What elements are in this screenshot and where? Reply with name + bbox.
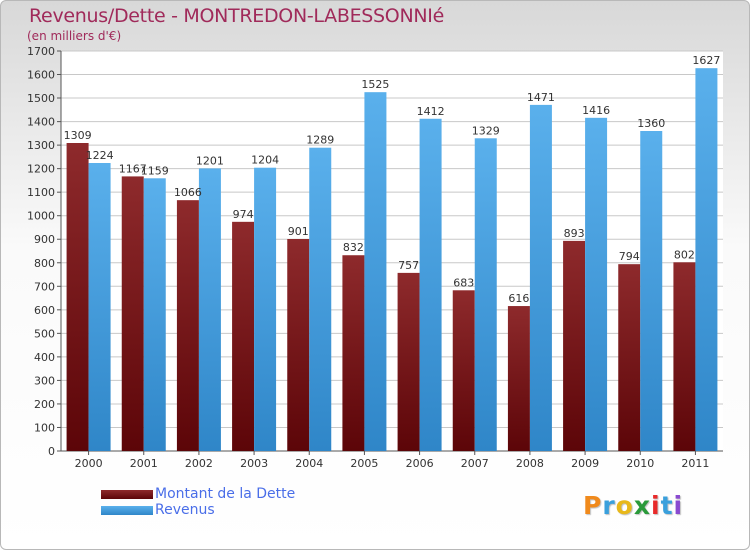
- x-tick-label-2007: 2007: [461, 457, 489, 470]
- chart-subtitle: (en milliers d'€): [27, 29, 122, 43]
- y-tick-label-15: 1500: [27, 92, 55, 105]
- plot-area: [61, 51, 723, 451]
- legend-swatch-dette: [101, 490, 153, 499]
- bars: [66, 68, 718, 452]
- y-tick-label-9: 900: [34, 233, 55, 246]
- bar-dette-2002: [176, 200, 199, 451]
- bar-revenus-2000: [88, 163, 111, 451]
- proxiti-logo: Proxiti: [583, 491, 683, 520]
- label-revenus-2010: 1360: [637, 117, 665, 130]
- x-tick-label-2010: 2010: [626, 457, 654, 470]
- logo-letter-6: i: [673, 491, 684, 520]
- legend-label-revenus: Revenus: [155, 502, 215, 518]
- label-dette-2007: 683: [453, 276, 474, 289]
- label-dette-2002: 1066: [174, 186, 202, 199]
- label-revenus-2001: 1159: [141, 164, 169, 177]
- bar-revenus-2002: [198, 168, 221, 452]
- y-tick-label-16: 1600: [27, 69, 55, 82]
- bar-dette-2011: [673, 262, 696, 451]
- logo-letter-3: x: [633, 491, 651, 520]
- x-tick-label-2005: 2005: [350, 457, 378, 470]
- label-dette-2006: 757: [398, 259, 419, 272]
- y-tick-label-7: 700: [34, 280, 55, 293]
- y-tick-label-3: 300: [34, 374, 55, 387]
- y-tick-label-12: 1200: [27, 163, 55, 176]
- x-tick-label-2000: 2000: [75, 457, 103, 470]
- label-revenus-2008: 1471: [527, 91, 555, 104]
- bar-revenus-2011: [695, 68, 718, 452]
- x-tick-label-2001: 2001: [130, 457, 158, 470]
- axes: 0 100 200 300 400 500 600 700 800 900 1000 1100 1200…: [27, 45, 723, 470]
- x-tick-label-2004: 2004: [295, 457, 323, 470]
- bar-dette-2010: [618, 264, 641, 451]
- y-tick-label-1: 100: [34, 421, 55, 434]
- bar-dette-2000: [66, 143, 89, 451]
- label-revenus-2006: 1412: [417, 105, 445, 118]
- bar-dette-2004: [287, 239, 310, 451]
- bar-revenus-2006: [419, 118, 442, 451]
- logo-letter-4: i: [651, 491, 661, 520]
- chart-title: Revenus/Dette - MONTREDON-LABESSONNIé: [29, 5, 444, 27]
- logo-letter-0: P: [583, 491, 603, 520]
- bar-revenus-2010: [640, 131, 663, 451]
- x-tick-label-2008: 2008: [516, 457, 544, 470]
- label-revenus-2011: 1627: [692, 54, 720, 67]
- label-revenus-2004: 1289: [306, 134, 334, 147]
- bar-dette-2005: [342, 255, 365, 451]
- label-revenus-2000: 1224: [86, 149, 114, 162]
- y-tick-label-0: 0: [48, 445, 55, 458]
- y-tick-label-17: 1700: [27, 45, 55, 58]
- legend-label-dette: Montant de la Dette: [155, 486, 296, 502]
- y-tick-label-11: 1100: [27, 186, 55, 199]
- grid-lines: [61, 50, 723, 452]
- label-dette-2004: 901: [288, 225, 309, 238]
- label-dette-2009: 893: [564, 227, 585, 240]
- bar-revenus-2003: [254, 167, 277, 452]
- x-tick-label-2002: 2002: [185, 457, 213, 470]
- y-tick-label-4: 400: [34, 351, 55, 364]
- bar-revenus-2008: [529, 104, 552, 451]
- bar-revenus-2001: [143, 178, 166, 451]
- label-revenus-2007: 1329: [472, 124, 500, 137]
- y-tick-label-14: 1400: [27, 116, 55, 129]
- bar-dette-2008: [507, 306, 530, 451]
- x-tick-label-2003: 2003: [240, 457, 268, 470]
- label-revenus-2005: 1525: [361, 78, 389, 91]
- y-tick-label-5: 500: [34, 327, 55, 340]
- label-revenus-2003: 1204: [251, 154, 279, 167]
- label-revenus-2002: 1201: [196, 154, 224, 167]
- label-dette-2008: 616: [508, 292, 529, 305]
- bar-dette-2003: [232, 221, 255, 451]
- label-dette-2001: 1167: [119, 162, 147, 175]
- y-tick-label-6: 600: [34, 304, 55, 317]
- logo-letter-1: r: [602, 491, 616, 520]
- bar-dette-2007: [452, 290, 475, 451]
- bar-revenus-2004: [309, 147, 332, 452]
- bar-revenus-2005: [364, 92, 387, 452]
- bar-revenus-2007: [474, 138, 497, 451]
- label-dette-2005: 832: [343, 241, 364, 254]
- bar-dette-2006: [397, 272, 420, 451]
- logo-letter-5: t: [660, 491, 674, 520]
- bar-dette-2009: [563, 240, 586, 451]
- y-tick-label-8: 800: [34, 257, 55, 270]
- bar-dette-2001: [121, 176, 144, 452]
- bar-revenus-2009: [585, 117, 608, 451]
- x-tick-label-2006: 2006: [406, 457, 434, 470]
- label-dette-2000: 1309: [64, 129, 92, 142]
- label-dette-2010: 794: [619, 250, 640, 263]
- label-dette-2011: 802: [674, 248, 695, 261]
- y-tick-label-10: 1000: [27, 210, 55, 223]
- logo-letter-2: o: [615, 491, 634, 520]
- y-tick-label-2: 200: [34, 398, 55, 411]
- x-tick-label-2009: 2009: [571, 457, 599, 470]
- label-dette-2003: 974: [233, 208, 254, 221]
- legend-swatch-revenus: [101, 506, 153, 515]
- y-tick-label-13: 1300: [27, 139, 55, 152]
- label-revenus-2009: 1416: [582, 104, 610, 117]
- x-tick-label-2011: 2011: [681, 457, 709, 470]
